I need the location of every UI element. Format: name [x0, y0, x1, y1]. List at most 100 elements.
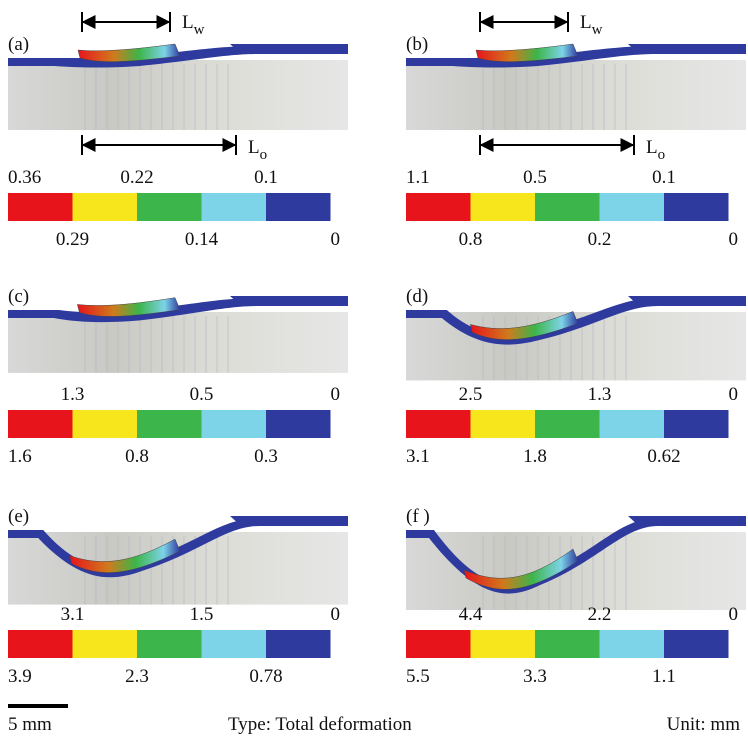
colorbar-segment	[72, 193, 137, 221]
colorbar-segment	[599, 630, 664, 658]
weld-zone	[77, 297, 181, 317]
colorbar-label: 4.4	[459, 604, 483, 625]
weld-zone	[69, 538, 181, 573]
dimension-subscript: w	[194, 22, 205, 38]
colorbar-segment	[266, 410, 331, 438]
panel: (e) 3.9 3.1 2.3 1.5 0.78 0	[8, 506, 348, 687]
type-label: Type: Total deformation	[228, 714, 412, 735]
colorbar-segment	[266, 193, 331, 221]
dimension-subscript: o	[658, 147, 666, 163]
colorbar-segment	[137, 193, 202, 221]
colorbar-label: 0.22	[120, 167, 153, 188]
panel-label: (d)	[406, 286, 428, 307]
colorbar-segment	[406, 410, 471, 438]
weld-zone	[475, 43, 579, 62]
colorbar-label: 0	[331, 229, 341, 250]
colorbar-segment	[72, 410, 137, 438]
panel-label: (e)	[8, 506, 29, 527]
dimension-subscript: w	[592, 22, 603, 38]
colorbar-label: 0.8	[125, 446, 149, 467]
colorbar-segment	[470, 630, 535, 658]
dimension-symbol: L	[248, 137, 260, 158]
colorbar-label: 0.78	[249, 666, 282, 687]
panel-label: (b)	[406, 34, 428, 55]
colorbar-segment	[535, 193, 600, 221]
colorbar-label: 0	[729, 604, 739, 625]
colorbar-segment	[8, 410, 73, 438]
panel-label: (a)	[8, 34, 29, 55]
lower-sheet	[8, 46, 348, 68]
colorbar-label: 1.3	[588, 384, 612, 405]
panel: (c) 1.6 1.3 0.8 0.5 0.3 0	[8, 286, 348, 467]
specimen-body	[406, 60, 746, 130]
colorbar-segment	[406, 193, 471, 221]
panel: (d) 3.1 2.5 1.8 1.3 0.62 0	[406, 286, 746, 467]
colorbar-label: 3.3	[523, 666, 547, 687]
specimen-body	[406, 532, 746, 610]
weld-zone	[470, 311, 579, 340]
colorbar-label: 0.8	[459, 229, 483, 250]
colorbar-segment	[137, 630, 202, 658]
colorbar-label: 1.1	[406, 167, 430, 188]
colorbar-label: 0.1	[652, 167, 676, 188]
colorbar-label: 1.3	[61, 384, 85, 405]
colorbar-label: 0	[729, 384, 739, 405]
colorbar-label: 3.1	[61, 604, 85, 625]
colorbar-segment	[470, 410, 535, 438]
colorbar-segment	[599, 193, 664, 221]
colorbar-label: 0.62	[647, 446, 680, 467]
colorbar-label: 0.2	[588, 229, 612, 250]
colorbar-label: 2.3	[125, 666, 149, 687]
colorbar-segment	[470, 193, 535, 221]
colorbar-label: 1.5	[190, 604, 214, 625]
specimen-body	[8, 312, 348, 373]
colorbar-label: 0	[331, 384, 341, 405]
colorbar-label: 0	[331, 604, 341, 625]
colorbar-label: 0.5	[190, 384, 214, 405]
colorbar-segment	[137, 410, 202, 438]
colorbar-segment	[266, 630, 331, 658]
colorbar-segment	[201, 193, 266, 221]
colorbar-label: 0.29	[56, 229, 89, 250]
colorbar-label: 0.3	[254, 446, 278, 467]
colorbar-label: 3.1	[406, 446, 430, 467]
dimension-symbol: L	[580, 12, 592, 33]
colorbar-segment	[8, 193, 73, 221]
colorbar-label: 2.2	[588, 604, 612, 625]
colorbar-label: 1.8	[523, 446, 547, 467]
colorbar-label: 0.5	[523, 167, 547, 188]
colorbar-segment	[406, 630, 471, 658]
specimen-body	[8, 60, 348, 130]
dimension-label: Lw	[580, 12, 603, 38]
colorbar-segment	[664, 410, 729, 438]
scale-bar-label: 5 mm	[8, 714, 52, 735]
dimension-symbol: L	[646, 137, 658, 158]
panel-label: (f )	[406, 506, 430, 527]
colorbar-segment	[201, 410, 266, 438]
colorbar-label: 2.5	[459, 384, 483, 405]
dimension-label: Lo	[248, 137, 267, 163]
dimension-label: Lo	[646, 137, 665, 163]
colorbar-segment	[8, 630, 73, 658]
colorbar-segment	[664, 193, 729, 221]
specimen-body	[8, 532, 348, 605]
dimension-symbol: L	[182, 12, 194, 33]
lower-sheet	[406, 46, 746, 68]
colorbar-label: 0.36	[8, 167, 41, 188]
panel: (a) Lw Lo 0.36 0.29 0.22 0.14 0.1 0	[8, 12, 348, 250]
panel-label: (c)	[8, 286, 29, 307]
colorbar-label: 0	[729, 229, 739, 250]
colorbar-segment	[599, 410, 664, 438]
dimension-label: Lw	[182, 12, 205, 38]
colorbar-label: 5.5	[406, 666, 430, 687]
lower-sheet	[406, 518, 746, 594]
colorbar-segment	[72, 630, 137, 658]
colorbar-label: 0.14	[185, 229, 219, 250]
colorbar-label: 0.1	[254, 167, 278, 188]
colorbar-segment	[535, 410, 600, 438]
colorbar-segment	[535, 630, 600, 658]
weld-zone	[77, 43, 181, 62]
colorbar-segment	[664, 630, 729, 658]
